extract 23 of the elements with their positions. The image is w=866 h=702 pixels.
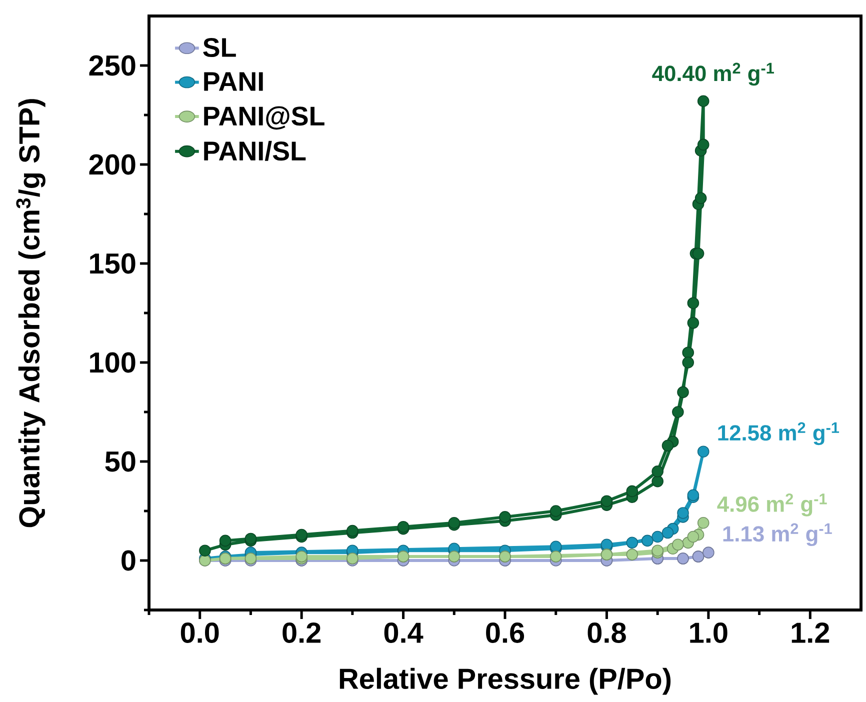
y-tick-label: 250 — [89, 55, 136, 76]
y-tick-label: 200 — [89, 154, 136, 175]
annotation: 40.40 m$^{2}$ g$^{-1}$ — [652, 62, 774, 86]
x-tick-label: 0.8 — [588, 622, 626, 643]
y-tick-label: 0 — [122, 550, 136, 571]
annotation: 4.96 m$^{2}$ g$^{-1}$ — [717, 494, 827, 516]
y-tick-label: 50 — [105, 451, 136, 472]
x-tick-label: 0.6 — [486, 622, 524, 643]
x-tick-label: 0.4 — [384, 622, 424, 643]
x-tick-label: 1.2 — [792, 622, 830, 643]
y-tick-label: 100 — [90, 352, 136, 373]
y-axis-title: Quantity Adsorbed (cm$^{3}$/g STP) — [16, 99, 46, 528]
legend-label: PANI — [204, 72, 263, 91]
x-tick-label: 0.2 — [282, 622, 320, 643]
legend-label: PANI/SL — [204, 140, 306, 161]
x-tick-label: 1.0 — [690, 622, 728, 643]
x-tick-label: 0.0 — [180, 622, 219, 643]
annotation: 1.13 m$^{2}$ g$^{-1}$ — [723, 523, 832, 546]
x-axis-title: Relative Pressure (P/Po) — [340, 668, 671, 695]
legend-label: SL — [203, 38, 236, 58]
annotation: 12.58 m$^{2}$ g$^{-1}$ — [718, 422, 840, 446]
legend-label: PANI@SL — [204, 106, 324, 130]
y-tick-label: 150 — [90, 253, 136, 274]
